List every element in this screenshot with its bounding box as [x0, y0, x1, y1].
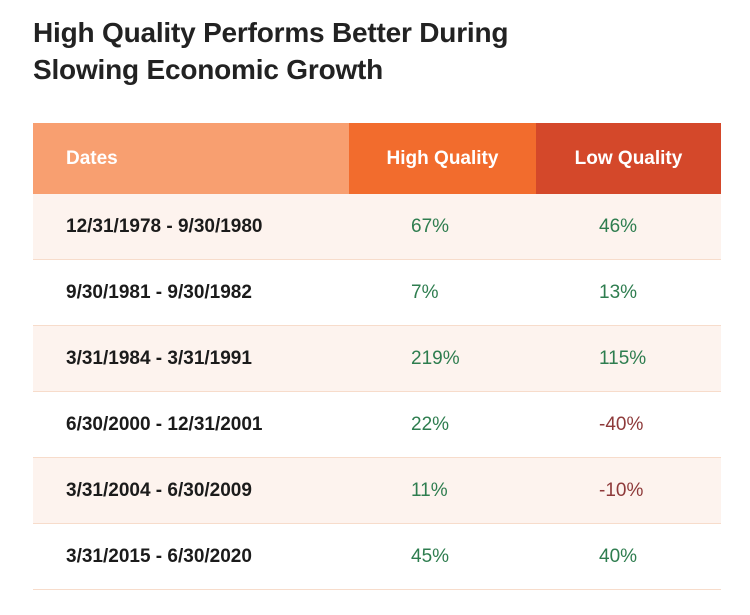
table-row: 6/30/2000 - 12/31/2001 22% -40% — [33, 392, 721, 458]
table-row: 3/31/2015 - 6/30/2020 45% 40% — [33, 524, 721, 590]
table-row: 3/31/1984 - 3/31/1991 219% 115% — [33, 326, 721, 392]
table-header-row: Dates High Quality Low Quality — [33, 123, 721, 194]
cell-low-quality: -40% — [599, 413, 644, 435]
table-row: 9/30/1981 - 9/30/1982 7% 13% — [33, 260, 721, 326]
cell-high-quality: 219% — [411, 347, 460, 369]
cell-dates: 12/31/1978 - 9/30/1980 — [66, 215, 263, 237]
cell-low-quality: 46% — [599, 215, 638, 237]
cell-high-quality: 22% — [411, 413, 450, 435]
title-line-1: High Quality Performs Better During — [33, 17, 509, 48]
cell-low-quality: 40% — [599, 545, 638, 567]
cell-high-quality: 11% — [411, 479, 448, 501]
header-low-quality: Low Quality — [536, 123, 721, 194]
cell-dates: 3/31/2015 - 6/30/2020 — [66, 545, 252, 567]
cell-dates: 6/30/2000 - 12/31/2001 — [66, 413, 263, 435]
table-row: 3/31/2004 - 6/30/2009 11% -10% — [33, 458, 721, 524]
cell-low-quality: 115% — [599, 347, 647, 369]
cell-high-quality: 7% — [411, 281, 439, 303]
performance-table: Dates High Quality Low Quality 12/31/197… — [33, 123, 721, 590]
cell-high-quality: 45% — [411, 545, 450, 567]
cell-dates: 9/30/1981 - 9/30/1982 — [66, 281, 252, 303]
cell-low-quality: -10% — [599, 479, 644, 501]
cell-dates: 3/31/2004 - 6/30/2009 — [66, 479, 252, 501]
page-title: High Quality Performs Better During Slow… — [33, 14, 713, 88]
title-line-2: Slowing Economic Growth — [33, 54, 384, 85]
cell-low-quality: 13% — [599, 281, 638, 303]
cell-dates: 3/31/1984 - 3/31/1991 — [66, 347, 252, 369]
header-high-quality: High Quality — [349, 123, 536, 194]
cell-high-quality: 67% — [411, 215, 450, 237]
header-dates: Dates — [33, 123, 349, 194]
table-row: 12/31/1978 - 9/30/1980 67% 46% — [33, 194, 721, 260]
